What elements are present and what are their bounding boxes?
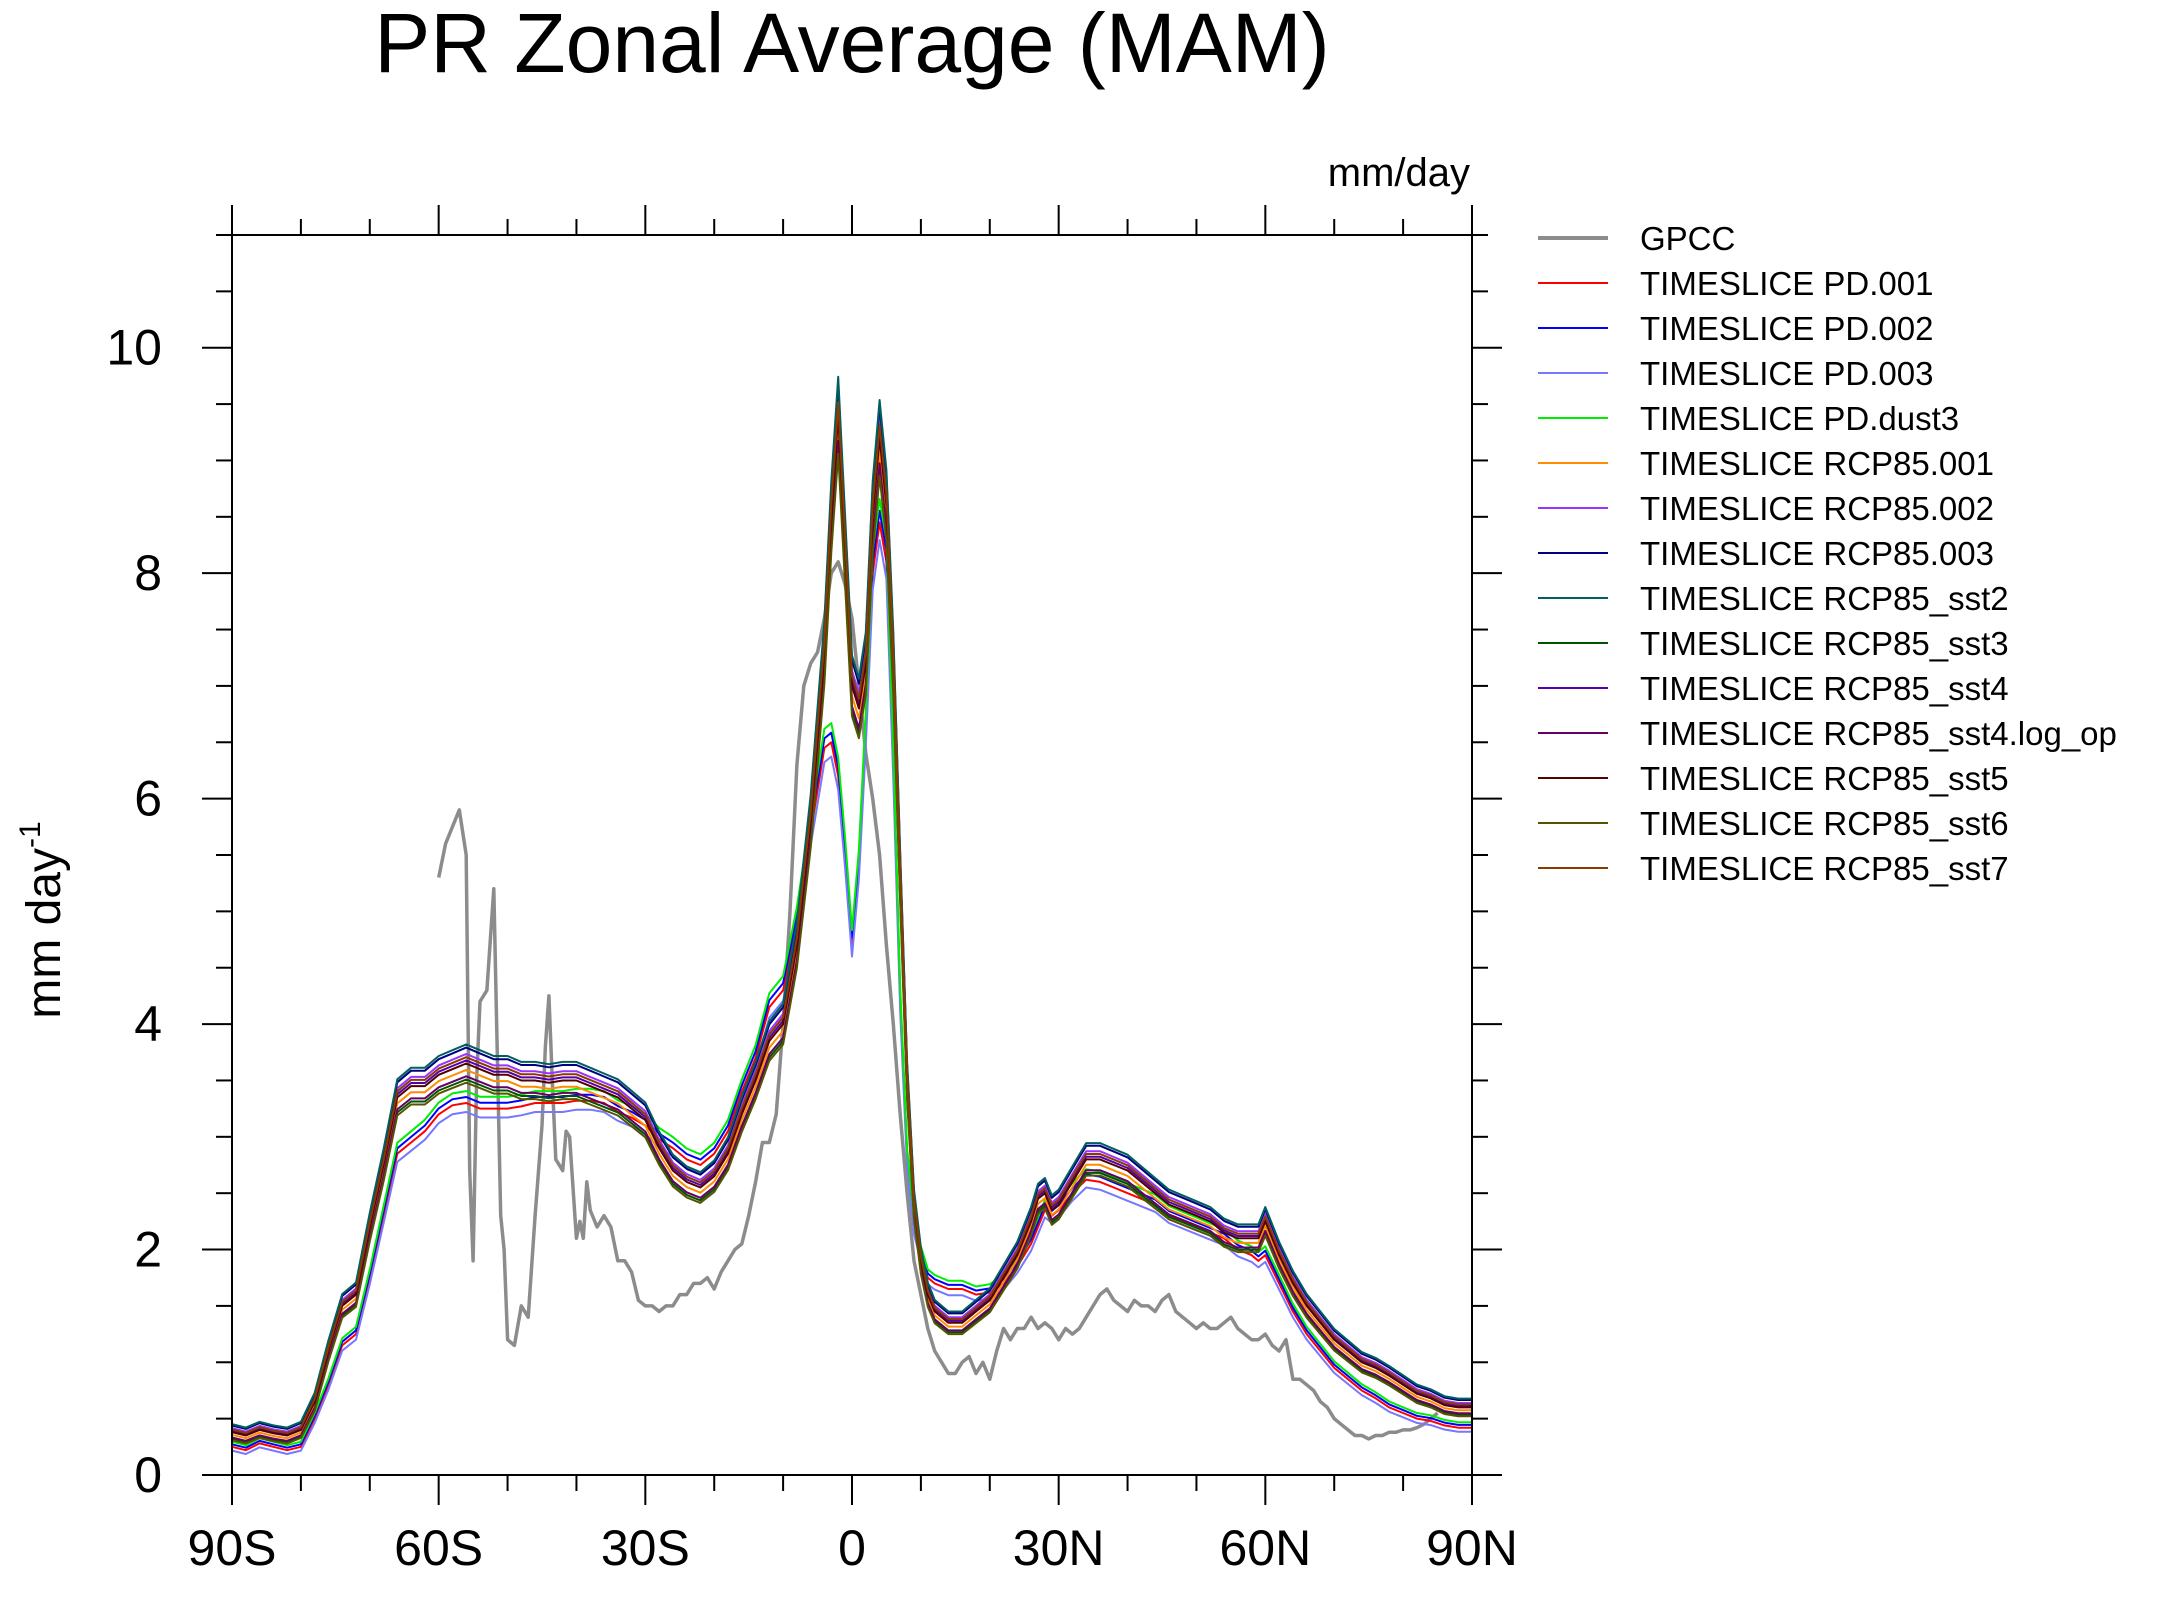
- legend: GPCC TIMESLICE PD.001 TIMESLICE PD.002 TIME…: [1538, 220, 2117, 887]
- svg-text:mm day-1: mm day-1: [14, 821, 71, 1018]
- series-line-1: [436, 560, 1439, 1441]
- series-line-14: [231, 452, 1472, 1445]
- legend-label: TIMESLICE RCP85_sst5: [1640, 760, 2009, 797]
- legend-item: TIMESLICE PD.003: [1538, 355, 1933, 392]
- legend-label: TIMESLICE RCP85_sst2: [1640, 580, 2009, 617]
- legend-label: TIMESLICE PD.002: [1640, 310, 1933, 347]
- y-axis-label: mm day-1: [14, 821, 71, 1018]
- legend-item: TIMESLICE RCP85.003: [1538, 535, 1994, 572]
- legend-label: TIMESLICE RCP85.003: [1640, 535, 1994, 572]
- y-tick-label: 6: [134, 771, 162, 827]
- legend-item: TIMESLICE RCP85_sst6: [1538, 805, 2009, 842]
- legend-item: TIMESLICE RCP85.001: [1538, 445, 1994, 482]
- series-line-12: [231, 440, 1472, 1442]
- x-tick-label: 90S: [188, 1520, 277, 1576]
- y-tick-label: 10: [106, 320, 162, 376]
- y-axis-label-text: mm day: [18, 848, 71, 1019]
- series-line-9: [231, 375, 1472, 1429]
- legend-label: TIMESLICE RCP85.002: [1640, 490, 1994, 527]
- legend-label: TIMESLICE RCP85.001: [1640, 445, 1994, 482]
- legend-label: TIMESLICE RCP85_sst6: [1640, 805, 2009, 842]
- x-tick-label: 60S: [394, 1520, 483, 1576]
- legend-label: GPCC: [1640, 220, 1735, 257]
- x-tick-label: 90N: [1426, 1520, 1518, 1576]
- x-tick-label: 0: [838, 1520, 866, 1576]
- x-tick-label: 30N: [1013, 1520, 1105, 1576]
- series-line-13: [231, 414, 1472, 1437]
- legend-label: TIMESLICE RCP85_sst4.log_op: [1640, 715, 2117, 752]
- legend-label: TIMESLICE PD.003: [1640, 355, 1933, 392]
- legend-item: TIMESLICE RCP85_sst4.log_op: [1538, 715, 2117, 752]
- y-tick-label: 2: [134, 1222, 162, 1278]
- y-tick-label: 4: [134, 996, 162, 1052]
- legend-label: TIMESLICE PD.001: [1640, 265, 1933, 302]
- series-line-2: [231, 521, 1472, 1452]
- legend-item: TIMESLICE RCP85.002: [1538, 490, 1994, 527]
- x-tick-label: 30S: [601, 1520, 690, 1576]
- legend-item: TIMESLICE PD.dust3: [1538, 400, 1959, 437]
- legend-label: TIMESLICE RCP85_sst4: [1640, 670, 2009, 707]
- units-label: mm/day: [1328, 151, 1470, 195]
- legend-item: TIMESLICE RCP85_sst3: [1538, 625, 2009, 662]
- chart-title: PR Zonal Average (MAM): [374, 0, 1329, 90]
- y-tick-label: 0: [134, 1447, 162, 1503]
- legend-item: GPCC: [1538, 220, 1735, 257]
- legend-label: TIMESLICE RCP85_sst7: [1640, 850, 2009, 887]
- legend-label: TIMESLICE RCP85_sst3: [1640, 625, 2009, 662]
- x-tick-label: 60N: [1219, 1520, 1311, 1576]
- legend-item: TIMESLICE RCP85_sst2: [1538, 580, 2009, 617]
- y-tick-label: 8: [134, 545, 162, 601]
- series-line-15: [231, 401, 1472, 1434]
- y-axis-label-superscript: -1: [14, 821, 47, 848]
- series-line-6: [231, 427, 1472, 1440]
- legend-item: TIMESLICE RCP85_sst7: [1538, 850, 2009, 887]
- series-line-4: [231, 539, 1472, 1455]
- legend-label: TIMESLICE PD.dust3: [1640, 400, 1959, 437]
- legend-item: TIMESLICE RCP85_sst4: [1538, 670, 2009, 707]
- legend-item: TIMESLICE PD.002: [1538, 310, 1933, 347]
- legend-item: TIMESLICE PD.001: [1538, 265, 1933, 302]
- legend-item: TIMESLICE RCP85_sst5: [1538, 760, 2009, 797]
